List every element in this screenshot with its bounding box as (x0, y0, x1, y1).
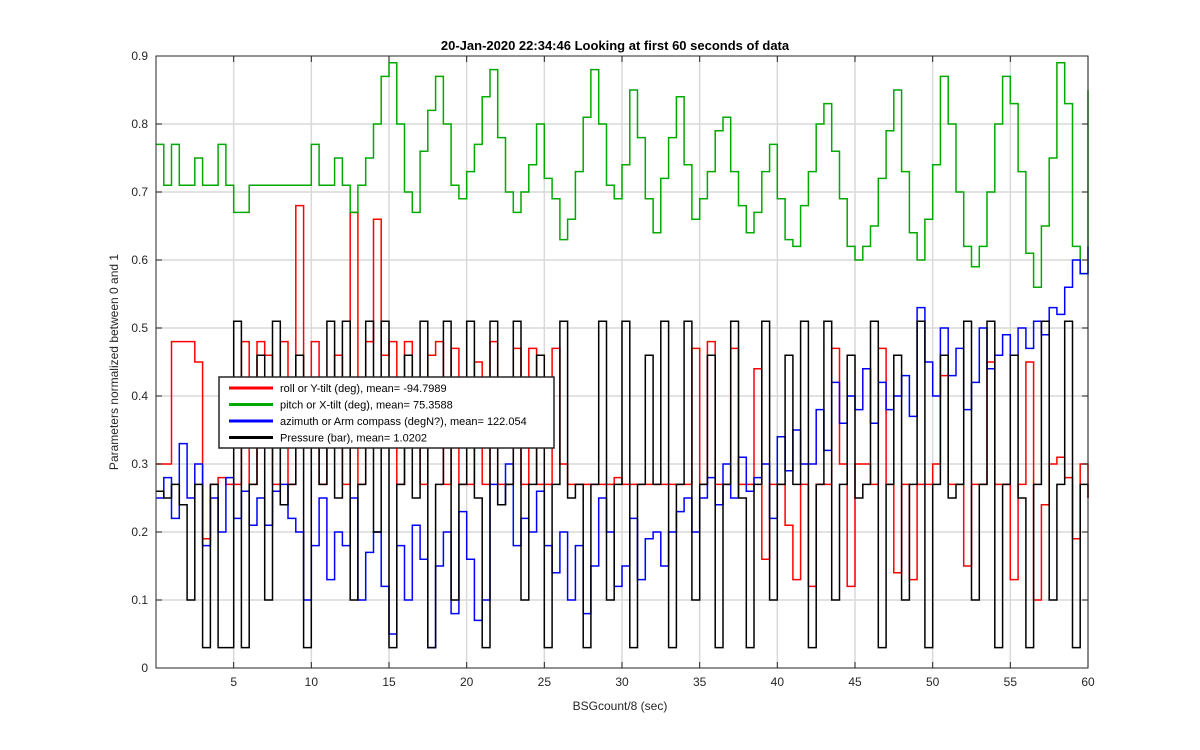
y-tick-label: 0.1 (131, 593, 148, 607)
y-ticks: 0 0.1 0.2 0.3 0.4 0.5 0.6 0.7 0.8 0.9 (131, 49, 1088, 675)
x-tick-label: 45 (848, 675, 862, 689)
y-tick-label: 0.2 (131, 525, 148, 539)
x-tick-label: 55 (1004, 675, 1018, 689)
x-tick-label: 40 (771, 675, 785, 689)
x-tick-label: 35 (693, 675, 707, 689)
y-tick-label: 0.4 (131, 389, 148, 403)
y-axis-label: Parameters normalized between 0 and 1 (107, 254, 121, 470)
legend-box (218, 376, 555, 449)
legend-label-1: roll or Y-tilt (deg), mean= -94.7989 (280, 383, 447, 395)
y-tick-label: 0.3 (131, 457, 148, 471)
series-line-2 (156, 62, 1089, 288)
y-tick-label: 0.9 (131, 49, 148, 63)
x-tick-label: 30 (615, 675, 629, 689)
series-line-1 (156, 204, 1089, 601)
x-tick-label: 20 (460, 675, 474, 689)
x-axis-label: BSGcount/8 (sec) (573, 699, 668, 713)
x-tick-label: 5 (230, 675, 237, 689)
legend: roll or Y-tilt (deg), mean= -94.7989 pitc… (218, 376, 555, 449)
legend-label-2: pitch or X-tilt (deg), mean= 75.3588 (280, 400, 453, 412)
y-tick-label: 0 (141, 661, 148, 675)
y-tick-label: 0.8 (131, 117, 148, 131)
x-tick-label: 60 (1081, 675, 1095, 689)
chart-title: 20-Jan-2020 22:34:46 Looking at first 60… (441, 38, 790, 53)
y-tick-label: 0.6 (131, 253, 148, 267)
x-tick-label: 50 (926, 675, 940, 689)
y-tick-label: 0.7 (131, 185, 148, 199)
x-ticks: 5 10 15 20 25 30 35 40 45 50 55 60 (230, 56, 1095, 689)
x-tick-label: 25 (538, 675, 552, 689)
x-tick-label: 10 (305, 675, 319, 689)
y-tick-label: 0.5 (131, 321, 148, 335)
legend-label-4: Pressure (bar), mean= 1.0202 (280, 433, 427, 445)
legend-label-3: azimuth or Arm compass (degN?), mean= 12… (280, 416, 527, 428)
x-tick-label: 15 (382, 675, 396, 689)
